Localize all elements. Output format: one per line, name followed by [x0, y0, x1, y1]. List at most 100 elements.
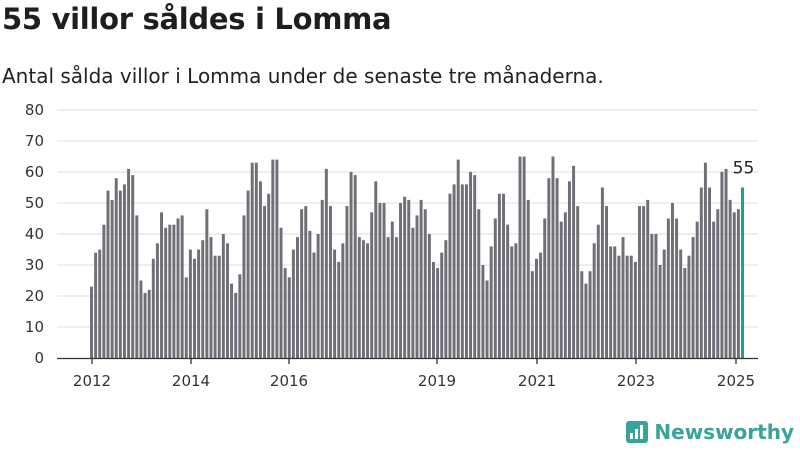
- bar: [246, 190, 250, 358]
- bar: [271, 159, 275, 358]
- bar: [411, 227, 415, 358]
- bar: [267, 193, 271, 358]
- bar: [390, 221, 394, 358]
- y-axis: 0 10 20 30 40 50 60 70 80: [25, 101, 44, 367]
- bar: [567, 181, 571, 358]
- bar: [304, 206, 308, 358]
- y-tick-label: 40: [25, 225, 44, 243]
- bar: [155, 243, 159, 358]
- bar: [526, 199, 530, 358]
- bar-highlighted: [741, 187, 744, 358]
- bar: [209, 237, 213, 358]
- bar: [374, 181, 378, 358]
- x-tick-label: 2014: [172, 372, 210, 390]
- bar: [217, 255, 221, 358]
- bar: [341, 243, 345, 358]
- bar: [316, 234, 320, 358]
- bar: [201, 240, 205, 358]
- bar: [357, 237, 361, 358]
- bar: [291, 249, 295, 358]
- bar: [510, 246, 514, 358]
- bar: [592, 243, 596, 358]
- bar: [213, 255, 217, 358]
- y-tick-label: 30: [25, 256, 44, 274]
- bar: [477, 209, 481, 358]
- bar: [448, 193, 452, 358]
- bar: [580, 271, 584, 358]
- bar: [617, 255, 621, 358]
- bar: [184, 277, 188, 358]
- bar: [666, 218, 670, 358]
- bar: [234, 292, 238, 358]
- bar: [188, 249, 192, 358]
- bar: [464, 184, 468, 358]
- bar: [168, 224, 172, 358]
- bar: [551, 156, 555, 358]
- bar: [613, 246, 617, 358]
- bar: [576, 206, 580, 358]
- bar: [633, 261, 637, 358]
- bar: [333, 249, 337, 358]
- bar: [283, 268, 287, 358]
- bar: [230, 283, 234, 358]
- bar: [94, 252, 98, 358]
- bar: [469, 172, 473, 358]
- bar: [328, 206, 332, 358]
- y-tick-label: 0: [34, 349, 44, 367]
- bar: [555, 178, 559, 358]
- bar: [193, 258, 196, 358]
- bar: [139, 280, 143, 358]
- bar: [460, 184, 464, 358]
- bar: [275, 159, 279, 358]
- bar: [345, 206, 349, 358]
- x-tick-label: 2016: [270, 372, 308, 390]
- bar: [452, 184, 456, 358]
- data-labels: 55: [733, 159, 755, 179]
- bar: [703, 162, 707, 358]
- newsworthy-logo-icon: [626, 421, 649, 443]
- bar: [337, 261, 341, 358]
- y-tick-label: 60: [25, 163, 44, 181]
- bar: [522, 156, 526, 358]
- bar: [679, 249, 683, 358]
- bar: [221, 234, 225, 358]
- bar: [320, 199, 324, 358]
- bar: [670, 203, 674, 358]
- bar: [242, 215, 246, 358]
- bar: [728, 199, 732, 358]
- bar: [440, 252, 444, 358]
- brand-name: Newsworthy: [654, 420, 794, 444]
- newsworthy-logo: Newsworthy: [626, 420, 794, 444]
- bar: [497, 193, 501, 358]
- y-tick-label: 70: [25, 132, 44, 150]
- bar: [473, 175, 477, 358]
- bar: [353, 175, 357, 358]
- bar: [370, 212, 374, 358]
- bar: [699, 187, 703, 358]
- bar: [131, 175, 135, 358]
- bar: [250, 162, 254, 358]
- bar: [122, 184, 126, 358]
- bar: [547, 178, 551, 358]
- bar: [399, 203, 403, 358]
- bar: [143, 292, 147, 358]
- bar: [543, 218, 547, 358]
- y-tick-label: 10: [25, 318, 44, 336]
- data-label-latest: 55: [733, 159, 755, 179]
- bar: [596, 224, 600, 358]
- bar: [736, 209, 740, 358]
- x-tick-label: 2012: [73, 372, 111, 390]
- bars: [90, 156, 744, 358]
- bar: [423, 209, 427, 358]
- bar: [506, 224, 510, 358]
- bar: [605, 206, 609, 358]
- bar: [300, 209, 304, 358]
- bar: [312, 252, 316, 358]
- bar: [98, 249, 102, 358]
- y-tick-label: 20: [25, 287, 44, 305]
- bar: [308, 230, 312, 358]
- bar: [646, 199, 650, 358]
- bar: [559, 221, 563, 358]
- bar: [180, 215, 184, 358]
